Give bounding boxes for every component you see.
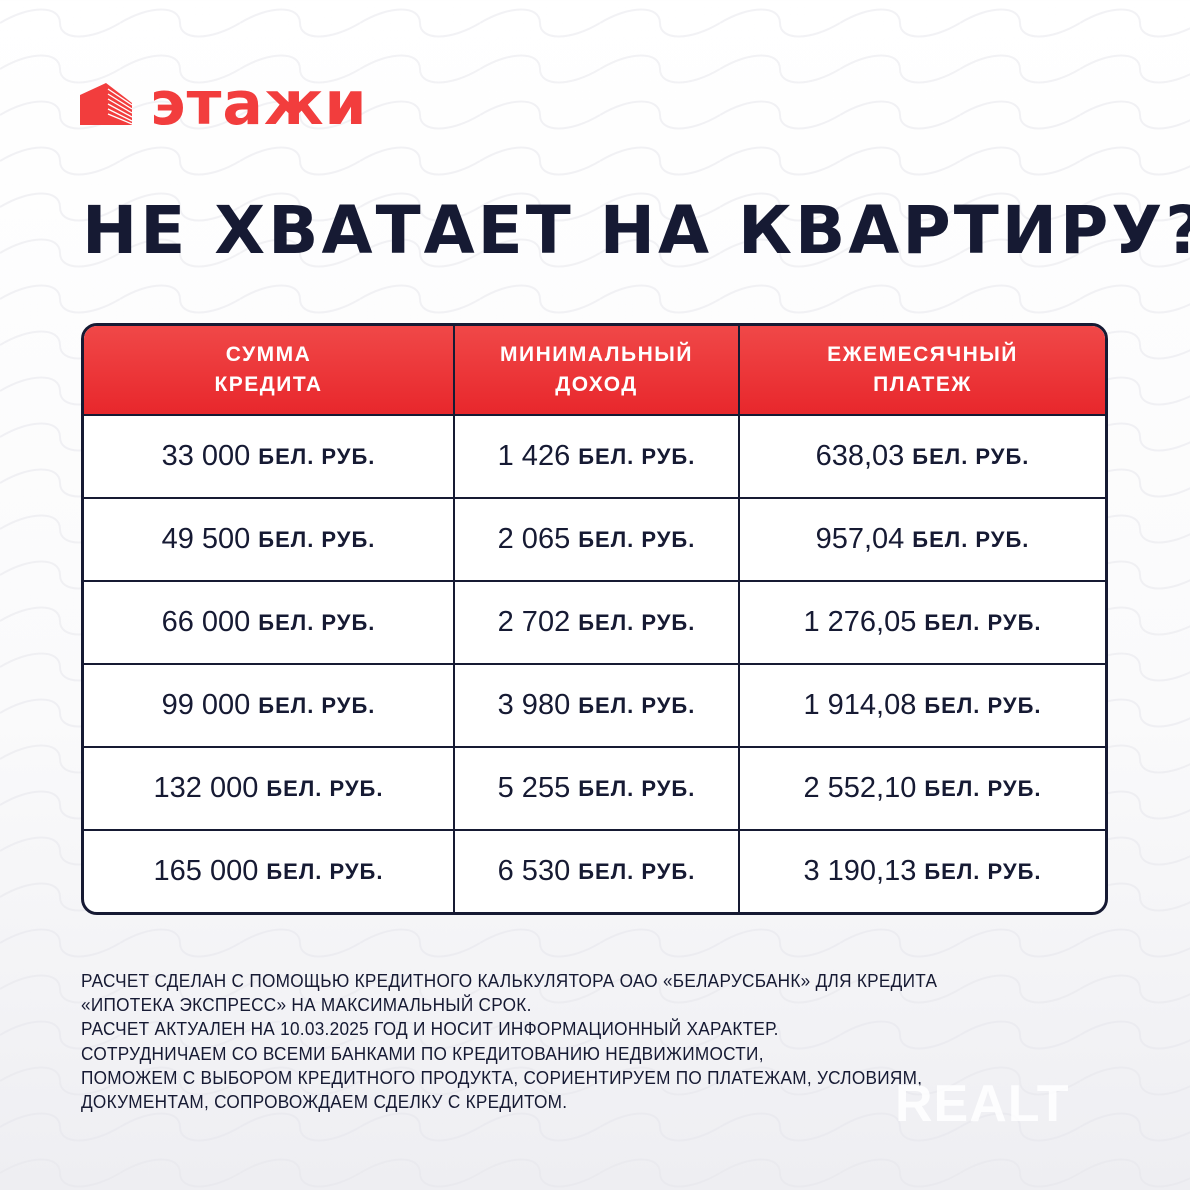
currency-unit: БЕЛ. РУБ. bbox=[912, 443, 1030, 469]
brand-name: этажи bbox=[150, 69, 368, 139]
footnote: РАСЧЕТ СДЕЛАН С ПОМОЩЬЮ КРЕДИТНОГО КАЛЬК… bbox=[81, 969, 937, 1114]
value: 957,04 bbox=[815, 523, 905, 555]
loan-table: СУММА КРЕДИТА МИНИМАЛЬНЫЙ ДОХОД ЕЖЕМЕСЯЧНЫ… bbox=[81, 323, 1108, 915]
table-row: 33 000 БЕЛ. РУБ. 1 426 БЕЛ. РУБ. 638,03 БЕЛ. … bbox=[84, 414, 1105, 497]
value: 99 000 bbox=[161, 689, 251, 721]
currency-unit: БЕЛ. РУБ. bbox=[578, 775, 696, 801]
cell-min-income: 3 980 БЕЛ. РУБ. bbox=[453, 665, 738, 746]
footnote-line: ДОКУМЕНТАМ, СОПРОВОЖДАЕМ СДЕЛКУ С КРЕДИТ… bbox=[81, 1091, 568, 1113]
footnote-line: РАСЧЕТ СДЕЛАН С ПОМОЩЬЮ КРЕДИТНОГО КАЛЬК… bbox=[81, 970, 938, 991]
cell-monthly-payment: 2 552,10 БЕЛ. РУБ. bbox=[738, 748, 1105, 829]
value: 6 530 bbox=[497, 855, 571, 887]
cell-monthly-payment: 1 914,08 БЕЛ. РУБ. bbox=[738, 665, 1105, 746]
cell-loan-amount: 33 000 БЕЛ. РУБ. bbox=[84, 416, 453, 497]
cell-min-income: 2 065 БЕЛ. РУБ. bbox=[453, 499, 738, 580]
cell-min-income: 2 702 БЕЛ. РУБ. bbox=[453, 582, 738, 663]
currency-unit: БЕЛ. РУБ. bbox=[258, 526, 376, 552]
currency-unit: БЕЛ. РУБ. bbox=[578, 443, 696, 469]
table-row: 66 000 БЕЛ. РУБ. 2 702 БЕЛ. РУБ. 1 276,05 БЕЛ… bbox=[84, 580, 1105, 663]
footnote-line: СОТРУДНИЧАЕМ СО ВСЕМИ БАНКАМИ ПО КРЕДИТО… bbox=[81, 1042, 764, 1064]
currency-unit: БЕЛ. РУБ. bbox=[578, 858, 696, 884]
value: 638,03 bbox=[815, 440, 905, 472]
cell-monthly-payment: 957,04 БЕЛ. РУБ. bbox=[738, 499, 1105, 580]
table-row: 165 000 БЕЛ. РУБ. 6 530 БЕЛ. РУБ. 3 190,13 БЕ… bbox=[84, 829, 1105, 912]
value: 3 980 bbox=[497, 689, 571, 721]
cell-min-income: 1 426 БЕЛ. РУБ. bbox=[453, 416, 738, 497]
cell-loan-amount: 165 000 БЕЛ. РУБ. bbox=[84, 831, 453, 912]
table-row: 132 000 БЕЛ. РУБ. 5 255 БЕЛ. РУБ. 2 552,10 БЕ… bbox=[84, 746, 1105, 829]
header-min-income: МИНИМАЛЬНЫЙ ДОХОД bbox=[453, 326, 738, 414]
currency-unit: БЕЛ. РУБ. bbox=[578, 609, 696, 635]
cell-monthly-payment: 638,03 БЕЛ. РУБ. bbox=[738, 416, 1105, 497]
cell-loan-amount: 132 000 БЕЛ. РУБ. bbox=[84, 748, 453, 829]
value: 1 276,05 bbox=[803, 606, 917, 638]
footnote-line: РАСЧЕТ АКТУАЛЕН НА 10.03.2025 ГОД И НОСИ… bbox=[81, 1018, 779, 1040]
value: 33 000 bbox=[161, 440, 251, 472]
table-header: СУММА КРЕДИТА МИНИМАЛЬНЫЙ ДОХОД ЕЖЕМЕСЯЧНЫ… bbox=[84, 326, 1105, 414]
cell-loan-amount: 99 000 БЕЛ. РУБ. bbox=[84, 665, 453, 746]
cell-min-income: 6 530 БЕЛ. РУБ. bbox=[453, 831, 738, 912]
value: 2 702 bbox=[497, 606, 571, 638]
currency-unit: БЕЛ. РУБ. bbox=[924, 775, 1042, 801]
currency-unit: БЕЛ. РУБ. bbox=[578, 526, 696, 552]
value: 2 552,10 bbox=[803, 772, 917, 804]
currency-unit: БЕЛ. РУБ. bbox=[578, 692, 696, 718]
value: 49 500 bbox=[161, 523, 251, 555]
building-icon bbox=[80, 83, 132, 125]
value: 132 000 bbox=[153, 772, 259, 804]
cell-loan-amount: 66 000 БЕЛ. РУБ. bbox=[84, 582, 453, 663]
value: 5 255 bbox=[497, 772, 571, 804]
realt-watermark: REALT bbox=[895, 1075, 1070, 1133]
footnote-line: ПОМОЖЕМ С ВЫБОРОМ КРЕДИТНОГО ПРОДУКТА, С… bbox=[81, 1066, 923, 1088]
header-monthly-payment: ЕЖЕМЕСЯЧНЫЙ ПЛАТЕЖ bbox=[738, 326, 1105, 414]
currency-unit: БЕЛ. РУБ. bbox=[912, 526, 1030, 552]
currency-unit: БЕЛ. РУБ. bbox=[266, 775, 384, 801]
cell-monthly-payment: 1 276,05 БЕЛ. РУБ. bbox=[738, 582, 1105, 663]
cell-monthly-payment: 3 190,13 БЕЛ. РУБ. bbox=[738, 831, 1105, 912]
value: 2 065 bbox=[497, 523, 571, 555]
cell-loan-amount: 49 500 БЕЛ. РУБ. bbox=[84, 499, 453, 580]
table-row: 99 000 БЕЛ. РУБ. 3 980 БЕЛ. РУБ. 1 914,08 БЕЛ… bbox=[84, 663, 1105, 746]
currency-unit: БЕЛ. РУБ. bbox=[258, 609, 376, 635]
value: 165 000 bbox=[153, 855, 259, 887]
currency-unit: БЕЛ. РУБ. bbox=[924, 858, 1042, 884]
value: 1 914,08 bbox=[803, 689, 917, 721]
value: 1 426 bbox=[497, 440, 571, 472]
currency-unit: БЕЛ. РУБ. bbox=[266, 858, 384, 884]
brand-logo: этажи bbox=[80, 74, 368, 134]
currency-unit: БЕЛ. РУБ. bbox=[924, 609, 1042, 635]
table-row: 49 500 БЕЛ. РУБ. 2 065 БЕЛ. РУБ. 957,04 БЕЛ. … bbox=[84, 497, 1105, 580]
currency-unit: БЕЛ. РУБ. bbox=[258, 692, 376, 718]
header-loan-amount: СУММА КРЕДИТА bbox=[214, 343, 323, 396]
cell-min-income: 5 255 БЕЛ. РУБ. bbox=[453, 748, 738, 829]
currency-unit: БЕЛ. РУБ. bbox=[258, 443, 376, 469]
value: 3 190,13 bbox=[803, 855, 917, 887]
value: 66 000 bbox=[161, 606, 251, 638]
footnote-line: «ИПОТЕКА ЭКСПРЕСС» НА МАКСИМАЛЬНЫЙ СРОК. bbox=[81, 994, 532, 1016]
currency-unit: БЕЛ. РУБ. bbox=[924, 692, 1042, 718]
page-title: НЕ ХВАТАЕТ НА КВАРТИРУ? bbox=[82, 192, 1190, 269]
